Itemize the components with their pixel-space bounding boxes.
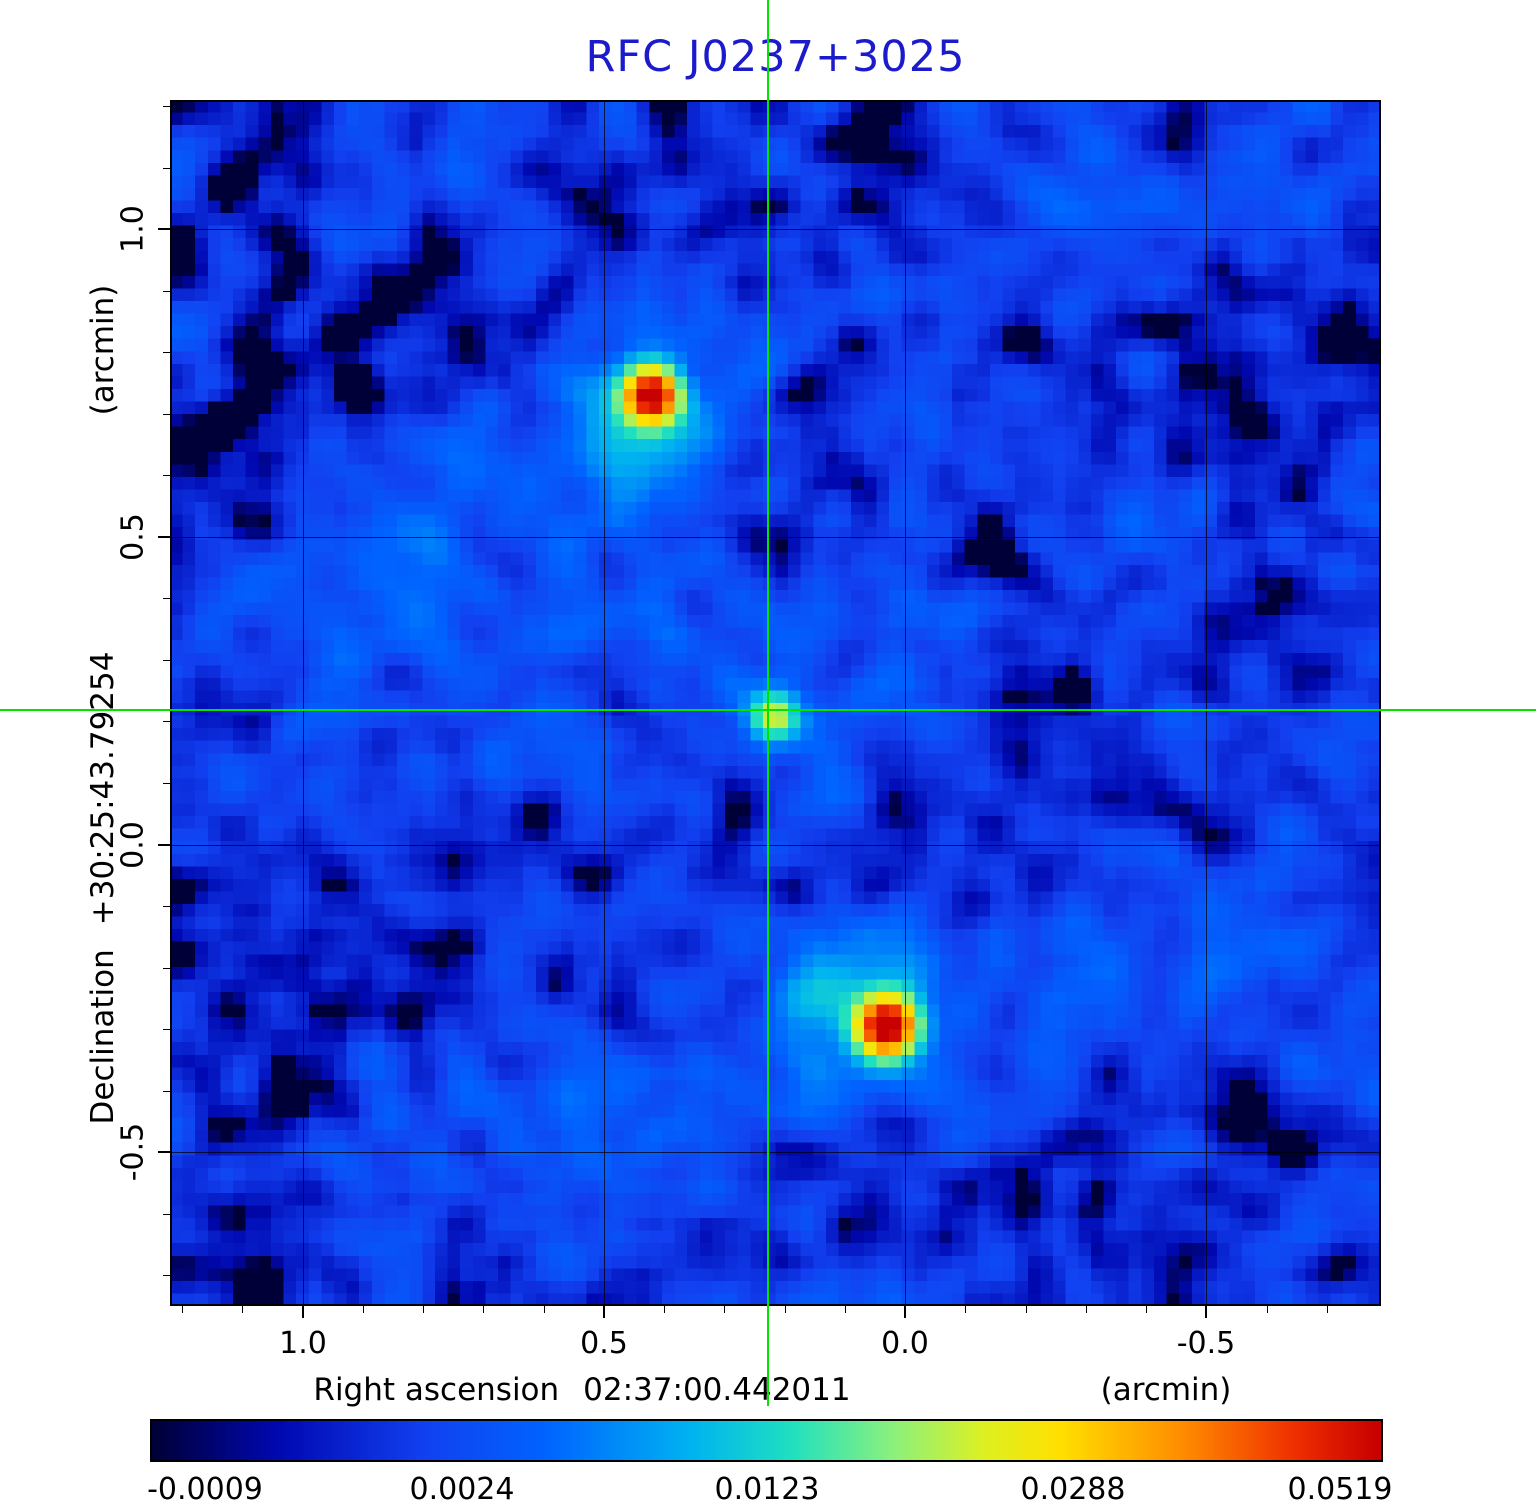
x-major-tick <box>301 1306 304 1318</box>
y-major-tick <box>158 1151 170 1154</box>
x-minor-tick <box>784 1306 786 1313</box>
x-axis-label: Right ascension 02:37:00.442011 <box>313 1372 850 1408</box>
y-minor-tick <box>163 352 170 354</box>
colorbar-tick-label: 0.0519 <box>1287 1472 1393 1507</box>
x-tick-label: 0.5 <box>580 1326 628 1361</box>
grid-line-vertical <box>603 100 605 1306</box>
x-axis-title: Right ascension <box>313 1372 560 1408</box>
x-axis-unit: (arcmin) <box>1100 1372 1232 1408</box>
y-minor-tick <box>163 782 170 784</box>
x-minor-tick <box>724 1306 726 1313</box>
grid-line-vertical <box>302 100 304 1306</box>
x-minor-tick <box>1146 1306 1148 1313</box>
x-major-tick <box>904 1306 907 1318</box>
y-axis-unit: (arcmin) <box>85 284 121 416</box>
y-tick-label: 0.5 <box>115 513 151 561</box>
y-minor-tick <box>163 659 170 661</box>
x-minor-tick <box>423 1306 425 1313</box>
figure-title: RFC J0237+3025 <box>585 32 966 82</box>
y-minor-tick <box>163 1275 170 1277</box>
colorbar-tick-label: 0.0288 <box>1020 1472 1126 1507</box>
y-minor-tick <box>163 721 170 723</box>
x-minor-tick <box>543 1306 545 1313</box>
x-minor-tick <box>182 1306 184 1313</box>
x-minor-tick <box>483 1306 485 1313</box>
y-minor-tick <box>163 906 170 908</box>
y-minor-tick <box>163 1213 170 1215</box>
y-major-tick <box>158 843 170 846</box>
x-minor-tick <box>664 1306 666 1313</box>
x-tick-label: 0.0 <box>881 1326 929 1361</box>
x-minor-tick <box>242 1306 244 1313</box>
y-major-tick <box>158 535 170 538</box>
x-minor-tick <box>1266 1306 1268 1313</box>
x-minor-tick <box>1085 1306 1087 1313</box>
y-minor-tick <box>163 1090 170 1092</box>
x-major-tick <box>1205 1306 1208 1318</box>
y-axis-dec-value: +30:25:43.79254 <box>85 651 121 926</box>
y-tick-label: -0.5 <box>115 1122 151 1182</box>
sky-map-plot <box>158 100 1381 1318</box>
colorbar <box>150 1419 1383 1462</box>
crosshair-horizontal-line <box>0 709 1536 712</box>
colorbar-canvas <box>152 1421 1381 1460</box>
x-tick-label: 1.0 <box>279 1326 327 1361</box>
sky-map-canvas <box>170 100 1381 1306</box>
x-minor-tick <box>965 1306 967 1313</box>
y-tick-label: 1.0 <box>115 205 151 253</box>
grid-overlay <box>158 100 1381 1318</box>
x-minor-tick <box>844 1306 846 1313</box>
x-axis-ra-value: 02:37:00.442011 <box>583 1372 851 1408</box>
y-minor-tick <box>163 413 170 415</box>
colorbar-tick-label: -0.0009 <box>147 1472 263 1507</box>
y-minor-tick <box>163 967 170 969</box>
y-minor-tick <box>163 598 170 600</box>
x-tick-label: -0.5 <box>1176 1326 1236 1361</box>
y-minor-tick <box>163 167 170 169</box>
y-minor-tick <box>163 1029 170 1031</box>
x-minor-tick <box>1326 1306 1328 1313</box>
y-axis-title: Declination <box>85 949 121 1125</box>
crosshair-vertical-line <box>766 0 769 1406</box>
grid-line-horizontal <box>170 229 1381 231</box>
x-minor-tick <box>1025 1306 1027 1313</box>
grid-line-horizontal <box>170 536 1381 538</box>
x-major-tick <box>602 1306 605 1318</box>
grid-line-horizontal <box>170 844 1381 846</box>
y-major-tick <box>158 228 170 231</box>
y-minor-tick <box>163 475 170 477</box>
x-minor-tick <box>362 1306 364 1313</box>
grid-line-vertical <box>905 100 907 1306</box>
grid-line-horizontal <box>170 1152 1381 1154</box>
colorbar-tick-label: 0.0123 <box>714 1472 820 1507</box>
grid-line-vertical <box>1206 100 1208 1306</box>
colorbar-tick-label: 0.0024 <box>409 1472 515 1507</box>
y-minor-tick <box>163 106 170 108</box>
y-axis-label: Declination +30:25:43.79254 <box>85 652 121 1125</box>
y-minor-tick <box>163 290 170 292</box>
